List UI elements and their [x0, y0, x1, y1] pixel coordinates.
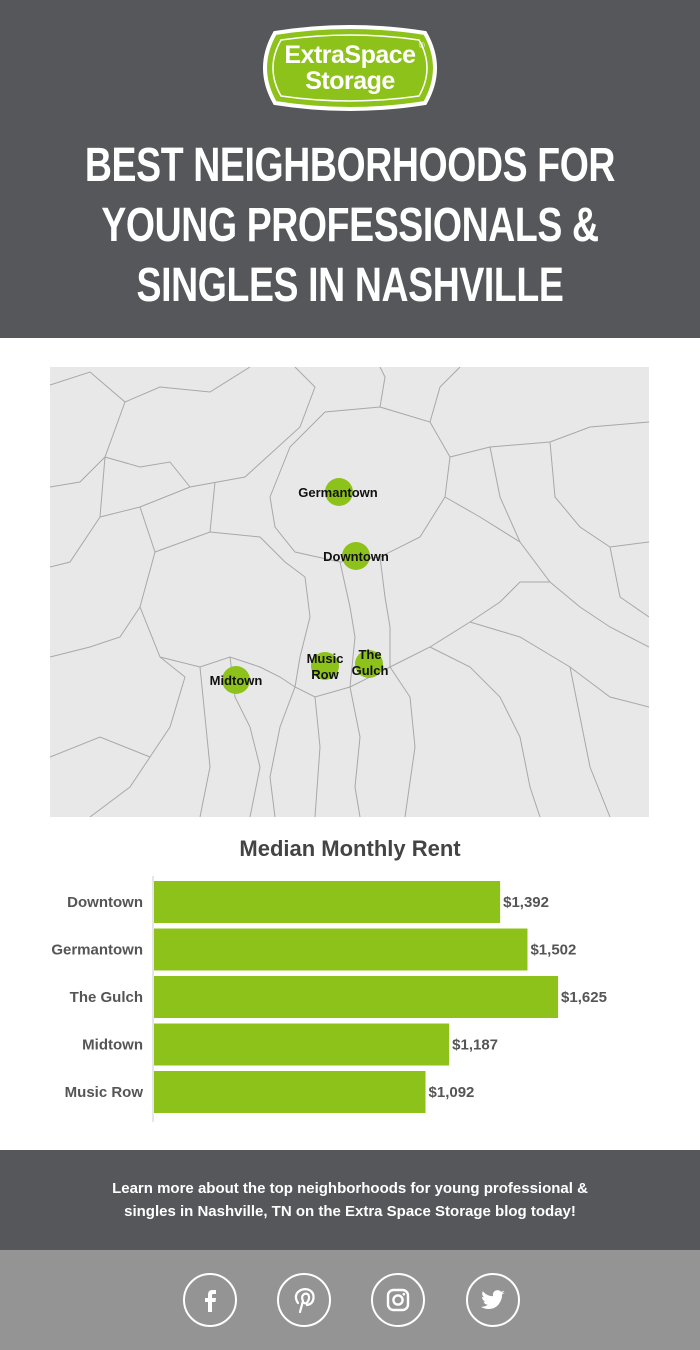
map-pin-germantown[interactable] — [325, 478, 353, 506]
bar-the-gulch — [154, 976, 559, 1018]
map-label-germantown: Germantown — [298, 485, 378, 500]
map-boundaries — [50, 367, 649, 817]
map-label-music-row-line-1: Music — [306, 651, 344, 666]
map-pin-the-gulch[interactable] — [355, 650, 383, 678]
logo-badge-icon — [263, 25, 437, 111]
map-label-the-gulch-line-2: Gulch — [351, 663, 389, 678]
bar-germantown — [154, 928, 528, 971]
facebook-icon — [205, 1290, 216, 1312]
social-bar — [0, 1250, 700, 1350]
footer-text-line-2: singles in Nashville, TN on the Extra Sp… — [124, 1203, 576, 1220]
map-label-the-gulch-line-1: The — [358, 647, 382, 662]
pinterest-button[interactable] — [277, 1273, 331, 1327]
map-pin-midtown[interactable] — [222, 666, 250, 694]
page-title-line-1: BEST NEIGHBORHOODS FOR — [84, 139, 616, 192]
header: ExtraSpace Storage ® BEST NEIGHBORHOODS … — [0, 0, 700, 338]
map-label-downtown: Downtown — [323, 549, 389, 564]
logo-line-1: ExtraSpace — [284, 41, 416, 69]
footer-cta: Learn more about the top neighborhoods f… — [0, 1150, 700, 1250]
value-label-midtown: $1,187 — [452, 1037, 498, 1054]
page-title-line-2: YOUNG PROFESSIONALS & — [101, 199, 599, 252]
instagram-button[interactable] — [371, 1273, 425, 1327]
instagram-icon — [386, 1288, 410, 1312]
category-label-downtown: Downtown — [67, 894, 143, 911]
map-pin-music-row[interactable] — [311, 652, 339, 680]
value-label-germantown: $1,502 — [530, 942, 576, 959]
pinterest-icon — [294, 1288, 315, 1314]
chart-title: Median Monthly Rent — [239, 836, 461, 861]
footer-text-line-1: Learn more about the top neighborhoods f… — [112, 1180, 588, 1197]
rent-bar-chart: Downtown $1,392 Germantown $1,502 The Gulch $… — [51, 876, 607, 1122]
page-title-line-3: SINGLES IN NASHVILLE — [136, 259, 564, 312]
category-label-music-row: Music Row — [65, 1084, 144, 1101]
map-label-midtown: Midtown — [209, 673, 263, 688]
bar-music-row — [154, 1071, 426, 1113]
category-label-the-gulch: The Gulch — [70, 989, 143, 1006]
value-label-downtown: $1,392 — [503, 894, 549, 911]
nashville-map: Germantown Downtown Music Row The Gulch … — [50, 367, 649, 817]
bar-midtown — [154, 1023, 450, 1066]
category-label-midtown: Midtown — [82, 1037, 143, 1054]
value-label-the-gulch: $1,625 — [561, 989, 607, 1006]
map-label-music-row-line-2: Row — [311, 667, 339, 682]
logo-line-2: Storage — [305, 67, 395, 95]
twitter-icon — [480, 1290, 505, 1310]
bar-downtown — [154, 881, 501, 923]
extra-space-storage-logo[interactable]: ExtraSpace Storage ® — [255, 25, 445, 111]
facebook-button[interactable] — [183, 1273, 237, 1327]
map-pin-downtown[interactable] — [342, 542, 370, 570]
twitter-button[interactable] — [466, 1273, 520, 1327]
value-label-music-row: $1,092 — [429, 1084, 475, 1101]
category-label-germantown: Germantown — [51, 942, 143, 959]
logo-registered-mark: ® — [419, 41, 425, 50]
